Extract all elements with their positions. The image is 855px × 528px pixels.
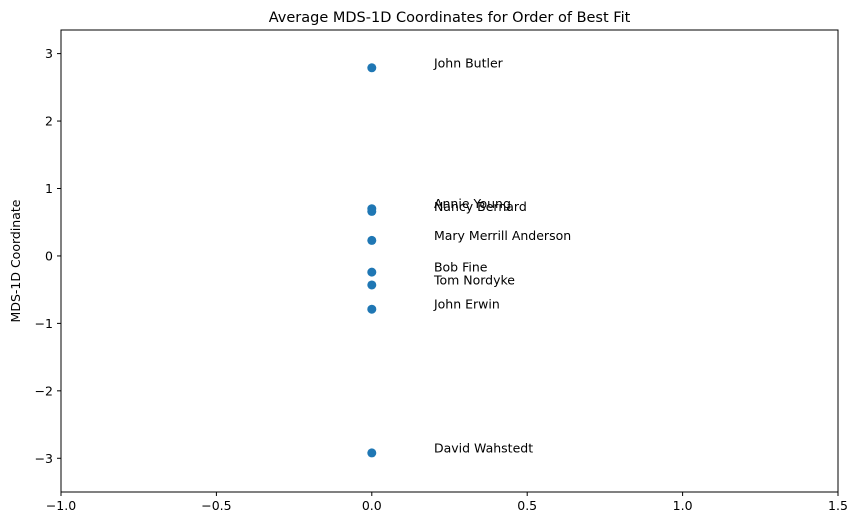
x-axis: −1.0 −0.5 0.0 0.5 1.0 1.5 [46, 492, 848, 513]
point-label: Annie Young [434, 196, 511, 211]
data-point [367, 206, 377, 216]
data-points [367, 63, 377, 458]
point-label: John Butler [433, 55, 504, 70]
y-tick-label: 0 [45, 248, 53, 263]
point-label: John Erwin [433, 297, 500, 312]
point-label: David Wahstedt [434, 440, 533, 455]
data-point [367, 235, 377, 245]
chart-title: Average MDS-1D Coordinates for Order of … [269, 10, 631, 26]
x-tick-label: 0.5 [517, 498, 537, 513]
data-point [367, 304, 377, 314]
data-point [367, 63, 377, 73]
x-tick-label: 0.0 [362, 498, 382, 513]
y-tick-label: −1 [35, 316, 53, 331]
x-tick-label: −1.0 [46, 498, 76, 513]
plot-frame [60, 29, 839, 493]
data-point [367, 280, 377, 290]
point-label: Bob Fine [434, 260, 488, 275]
point-label: Tom Nordyke [433, 272, 515, 287]
y-tick-label: 2 [45, 114, 53, 129]
x-tick-label: 1.5 [828, 498, 848, 513]
x-tick-label: −0.5 [201, 498, 231, 513]
y-tick-label: 1 [45, 181, 53, 196]
y-axis-label: MDS-1D Coordinate [8, 199, 23, 322]
x-tick-label: 1.0 [673, 498, 693, 513]
data-point [367, 267, 377, 277]
data-point [367, 448, 377, 458]
point-label: Mary Merrill Anderson [434, 228, 571, 243]
y-tick-label: 3 [45, 46, 53, 61]
y-axis: −3 −2 −1 0 1 2 3 [35, 46, 61, 466]
y-tick-label: −2 [35, 383, 53, 398]
point-label: Nancy Bernard [434, 199, 527, 214]
y-tick-label: −3 [35, 451, 53, 466]
